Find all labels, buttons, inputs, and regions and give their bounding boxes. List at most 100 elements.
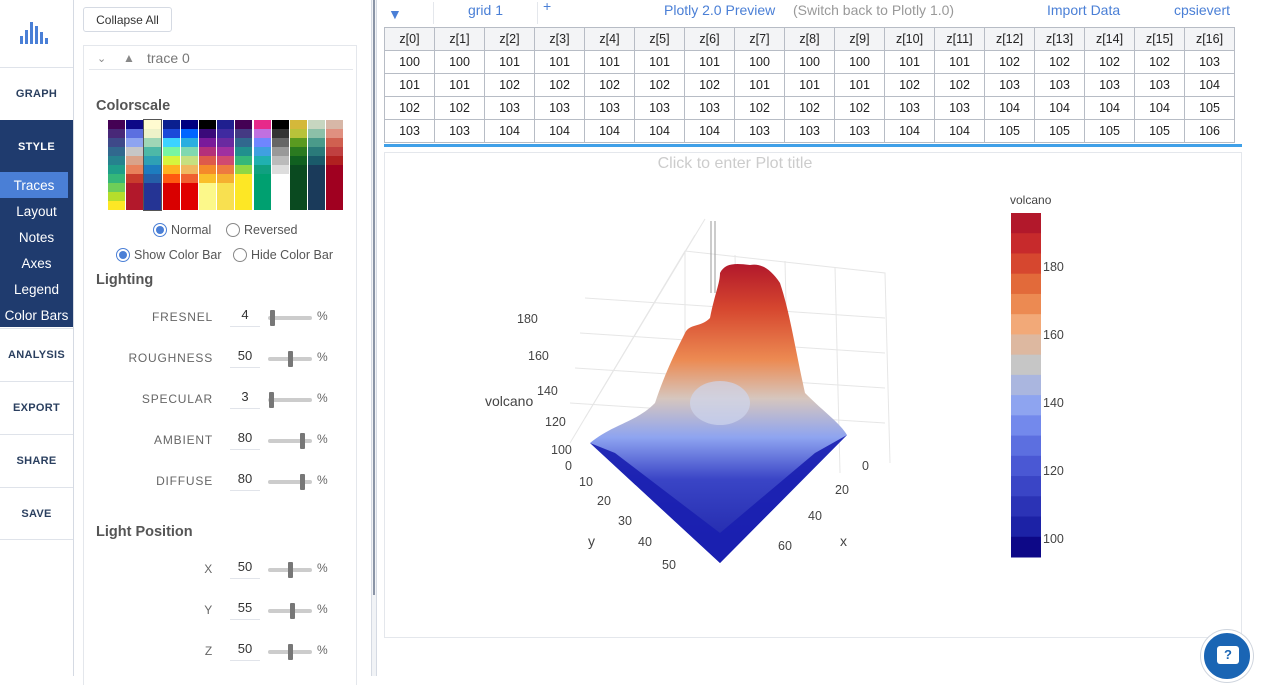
- slider-value-input[interactable]: 55: [230, 600, 260, 620]
- slider-track[interactable]: [268, 433, 312, 449]
- grid-cell[interactable]: 104: [684, 119, 735, 143]
- grid-cell[interactable]: 101: [384, 73, 435, 97]
- colorscale-swatch[interactable]: [199, 120, 216, 210]
- slider-handle[interactable]: [269, 392, 275, 408]
- grid-cell[interactable]: 101: [584, 50, 635, 74]
- surface-plot[interactable]: 180 160 140 120 100 volcano 0 10 20 30 4…: [385, 153, 1243, 639]
- column-header[interactable]: z[6]: [684, 27, 735, 51]
- grid-cell[interactable]: 104: [584, 119, 635, 143]
- import-data-link[interactable]: Import Data: [1047, 2, 1121, 18]
- grid-cell[interactable]: 102: [684, 73, 735, 97]
- subnav-legend[interactable]: Legend: [13, 281, 60, 297]
- slider-handle[interactable]: [300, 474, 305, 490]
- grid-cell[interactable]: 101: [634, 50, 685, 74]
- plotly-logo-icon[interactable]: [18, 18, 50, 46]
- grid-cell[interactable]: 101: [684, 50, 735, 74]
- plotly-preview-link[interactable]: Plotly 2.0 Preview: [664, 2, 776, 18]
- slider-track[interactable]: [268, 310, 312, 326]
- colorscale-swatch[interactable]: [217, 120, 235, 210]
- grid-cell[interactable]: 104: [1134, 96, 1185, 120]
- slider-value-input[interactable]: 80: [230, 471, 260, 491]
- grid-cell[interactable]: 102: [1034, 50, 1085, 74]
- column-header[interactable]: z[12]: [984, 27, 1035, 51]
- slider-value-input[interactable]: 4: [230, 307, 260, 327]
- tab-grid-1[interactable]: grid 1: [433, 2, 538, 24]
- grid-cell[interactable]: 104: [934, 119, 985, 143]
- grid-cell[interactable]: 105: [984, 119, 1035, 143]
- colorscale-swatch[interactable]: [308, 120, 326, 210]
- subnav-color-bars[interactable]: Color Bars: [4, 307, 69, 323]
- grid-cell[interactable]: 102: [484, 73, 535, 97]
- grid-cell[interactable]: 105: [1134, 119, 1185, 143]
- column-header[interactable]: z[14]: [1084, 27, 1135, 51]
- grid-cell[interactable]: 105: [1034, 119, 1085, 143]
- grid-cell[interactable]: 103: [384, 119, 435, 143]
- grid-cell[interactable]: 101: [834, 73, 885, 97]
- column-header[interactable]: z[7]: [734, 27, 785, 51]
- grid-cell[interactable]: 103: [884, 96, 935, 120]
- grid-cell[interactable]: 101: [934, 50, 985, 74]
- nav-share[interactable]: SHARE: [0, 434, 73, 487]
- grid-cell[interactable]: 102: [934, 73, 985, 97]
- nav-analysis[interactable]: ANALYSIS: [0, 328, 73, 381]
- subnav-axes[interactable]: Axes: [21, 255, 52, 271]
- grid-cell[interactable]: 103: [634, 96, 685, 120]
- colorscale-swatch[interactable]: [253, 120, 271, 210]
- chevron-down-icon[interactable]: ⌄: [97, 53, 107, 65]
- grid-cell[interactable]: 102: [1084, 50, 1135, 74]
- grid-cell[interactable]: 102: [784, 96, 835, 120]
- grid-cell[interactable]: 102: [1134, 50, 1185, 74]
- colorscale-reversed-radio[interactable]: Reversed: [226, 223, 298, 237]
- grid-cell[interactable]: 106: [1184, 119, 1235, 143]
- grid-cell[interactable]: 100: [834, 50, 885, 74]
- grid-cell[interactable]: 102: [884, 73, 935, 97]
- grid-cell[interactable]: 100: [434, 50, 485, 74]
- grid-cell[interactable]: 103: [984, 73, 1035, 97]
- grid-cell[interactable]: 103: [584, 96, 635, 120]
- nav-export[interactable]: EXPORT: [0, 381, 73, 434]
- colorbar[interactable]: [1011, 213, 1041, 558]
- grid-cell[interactable]: 100: [784, 50, 835, 74]
- username-menu[interactable]: cpsievert: [1174, 2, 1231, 18]
- column-header[interactable]: z[16]: [1184, 27, 1235, 51]
- column-header[interactable]: z[0]: [384, 27, 435, 51]
- grid-cell[interactable]: 103: [734, 119, 785, 143]
- slider-handle[interactable]: [290, 603, 295, 619]
- grid-cell[interactable]: 103: [1034, 73, 1085, 97]
- colorscale-swatch[interactable]: [235, 120, 253, 210]
- panel-scrollbar[interactable]: [373, 0, 375, 595]
- switch-back-link[interactable]: (Switch back to Plotly 1.0): [793, 2, 955, 18]
- column-header[interactable]: z[8]: [784, 27, 835, 51]
- grid-cell[interactable]: 102: [384, 96, 435, 120]
- grid-cell[interactable]: 101: [484, 50, 535, 74]
- grid-cell[interactable]: 105: [1184, 96, 1235, 120]
- grid-cell[interactable]: 103: [534, 96, 585, 120]
- colorscale-swatch[interactable]: [180, 120, 198, 210]
- grid-cell[interactable]: 104: [634, 119, 685, 143]
- nav-graph[interactable]: GRAPH: [0, 67, 73, 120]
- grid-cell[interactable]: 100: [384, 50, 435, 74]
- panel-resize-handle[interactable]: [371, 0, 377, 676]
- subnav-layout[interactable]: Layout: [16, 203, 57, 219]
- grid-cell[interactable]: 103: [484, 96, 535, 120]
- slider-track[interactable]: [268, 603, 312, 619]
- grid-cell[interactable]: 103: [1084, 73, 1135, 97]
- help-chat-button[interactable]: ?: [1201, 630, 1253, 682]
- slider-handle[interactable]: [288, 351, 293, 367]
- subnav-notes[interactable]: Notes: [18, 229, 55, 245]
- collapse-all-button[interactable]: Collapse All: [83, 7, 172, 32]
- slider-handle[interactable]: [288, 562, 293, 578]
- add-grid-plus-icon[interactable]: +: [543, 0, 552, 14]
- column-header[interactable]: z[4]: [584, 27, 635, 51]
- slider-value-input[interactable]: 50: [230, 559, 260, 579]
- grid-cell[interactable]: 102: [834, 96, 885, 120]
- grid-cell[interactable]: 105: [1084, 119, 1135, 143]
- colorscale-normal-radio[interactable]: Normal: [153, 223, 211, 237]
- slider-value-input[interactable]: 50: [230, 348, 260, 368]
- grid-cell[interactable]: 102: [634, 73, 685, 97]
- column-header[interactable]: z[9]: [834, 27, 885, 51]
- grid-cell[interactable]: 104: [1084, 96, 1135, 120]
- grid-cell[interactable]: 101: [434, 73, 485, 97]
- slider-value-input[interactable]: 80: [230, 430, 260, 450]
- grid-cell[interactable]: 100: [734, 50, 785, 74]
